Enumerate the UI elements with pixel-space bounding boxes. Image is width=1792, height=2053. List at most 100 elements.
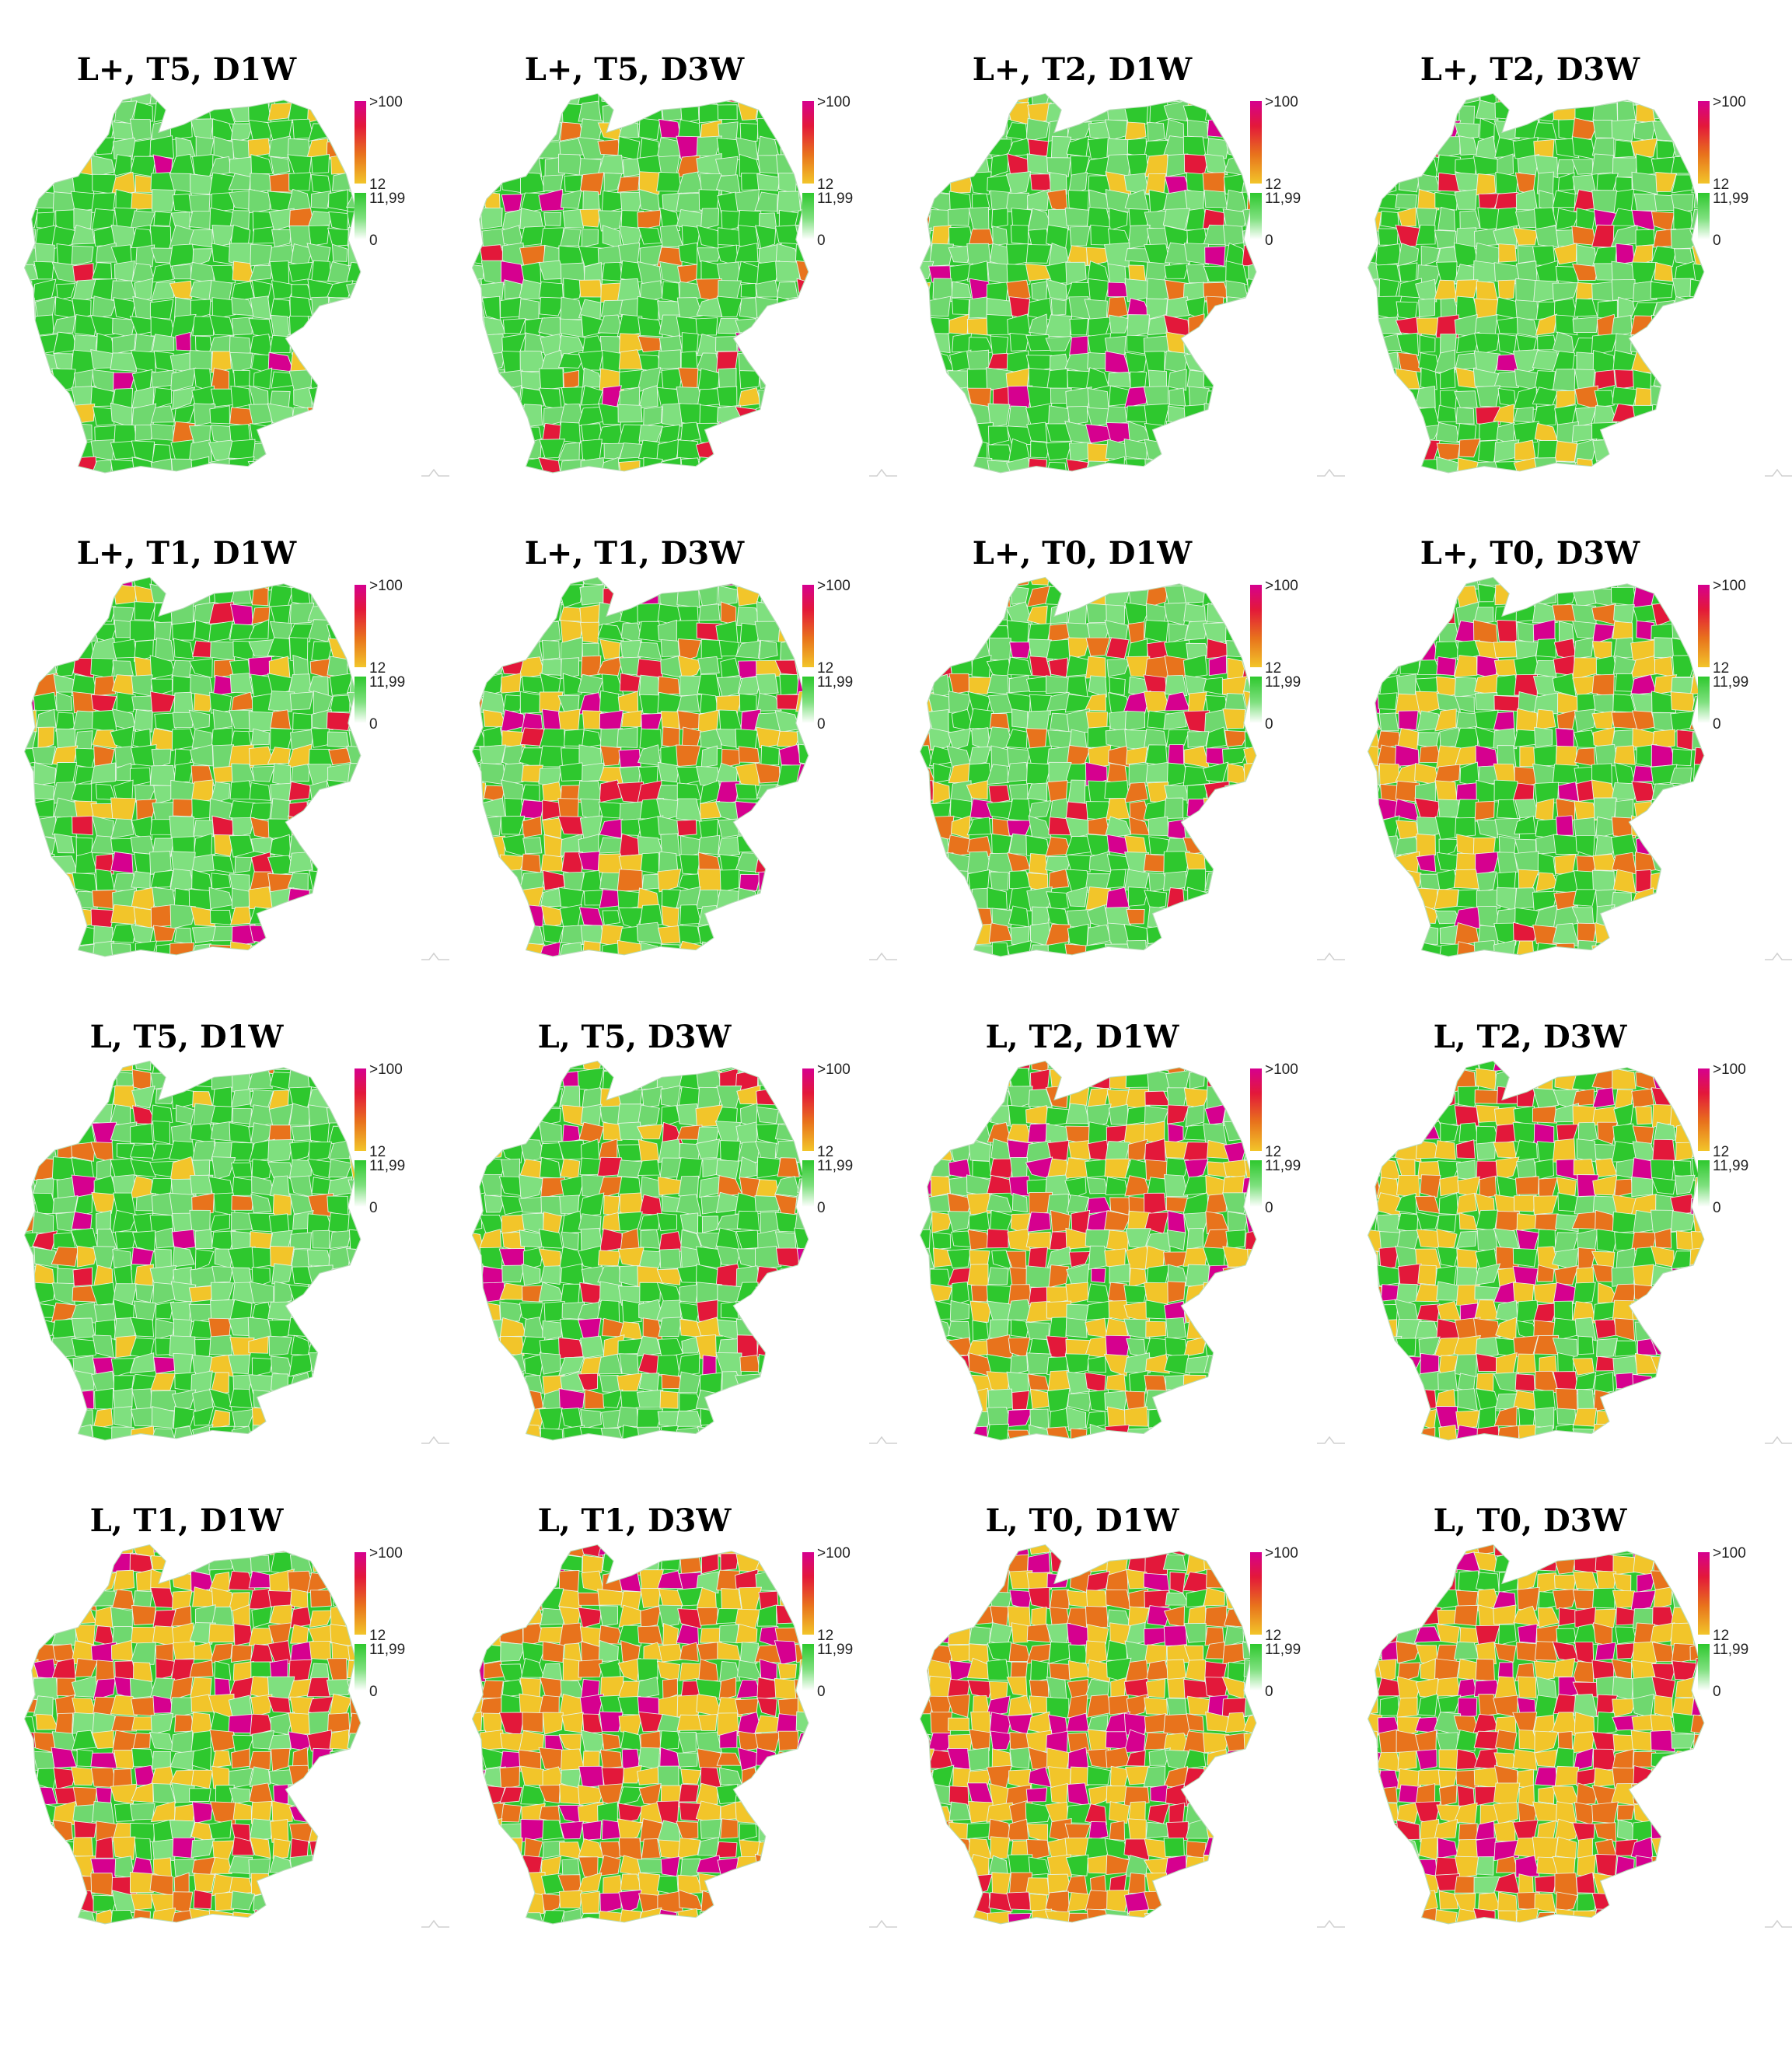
district-region: [329, 105, 354, 124]
country-outline: [919, 1060, 1257, 1441]
district-region: [920, 332, 931, 356]
district-region: [1651, 1177, 1676, 1195]
district-region: [715, 1407, 743, 1430]
district-region: [1692, 367, 1704, 391]
district-region: [1227, 1408, 1246, 1429]
district-region: [502, 318, 526, 334]
district-region: [267, 691, 295, 712]
district-region: [1671, 621, 1692, 641]
district-region: [150, 869, 174, 889]
district-region: [1245, 313, 1256, 337]
district-region: [1222, 939, 1249, 957]
district-region: [328, 1159, 353, 1178]
district-region: [1438, 1192, 1459, 1215]
district-region: [131, 1086, 155, 1109]
district-region: [920, 1068, 933, 1092]
district-region: [1106, 406, 1127, 425]
district-region: [347, 331, 361, 354]
district-region: [327, 313, 353, 338]
district-region: [1696, 780, 1704, 802]
district-region: [754, 577, 782, 589]
district-region: [1692, 263, 1704, 285]
district-region: [641, 712, 663, 729]
district-region: [129, 118, 152, 142]
district-region: [989, 93, 1011, 106]
district-region: [1264, 279, 1269, 298]
district-region: [1493, 371, 1519, 388]
district-region: [131, 192, 155, 211]
district-region: [288, 1103, 311, 1126]
district-region: [1106, 659, 1131, 677]
district-region: [1165, 674, 1188, 697]
germany-choropleth-map: [919, 93, 1269, 474]
district-region: [288, 1407, 313, 1425]
district-region: [250, 296, 271, 320]
district-region: [1611, 315, 1633, 338]
district-region: [53, 639, 76, 662]
district-region: [484, 135, 505, 159]
district-region: [619, 801, 644, 821]
district-region: [191, 853, 215, 873]
district-region: [1574, 637, 1595, 659]
district-region: [371, 1250, 373, 1268]
district-region: [31, 1061, 54, 1074]
district-region: [1456, 889, 1479, 908]
district-region: [1087, 1061, 1109, 1074]
district-region: [778, 1352, 800, 1376]
district-region: [1552, 1138, 1576, 1163]
district-region: [798, 1426, 809, 1440]
district-region: [500, 624, 525, 644]
district-region: [37, 438, 54, 462]
district-region: [152, 334, 175, 351]
district-region: [291, 1061, 313, 1075]
district-region: [619, 1061, 644, 1069]
district-region: [1378, 405, 1399, 427]
district-region: [796, 815, 809, 840]
district-region: [481, 93, 506, 107]
district-region: [1165, 242, 1190, 265]
district-region: [987, 1267, 1009, 1285]
district-region: [1266, 456, 1269, 474]
district-region: [308, 748, 334, 768]
district-region: [153, 211, 172, 226]
district-region: [24, 349, 36, 372]
district-region: [1184, 908, 1210, 929]
district-region: [599, 779, 623, 803]
district-region: [110, 851, 134, 874]
district-region: [1653, 458, 1675, 473]
district-region: [1537, 852, 1556, 876]
district-region: [1025, 1321, 1050, 1340]
district-region: [307, 1425, 330, 1440]
district-region: [538, 1407, 563, 1431]
district-region: [191, 1192, 215, 1214]
district-region: [1535, 1069, 1553, 1091]
district-region: [1204, 1425, 1230, 1440]
legend-low-end-label: 11,99: [817, 191, 854, 207]
district-region: [579, 172, 605, 195]
district-region: [330, 1302, 353, 1320]
district-region: [1222, 1089, 1249, 1109]
district-region: [559, 1061, 585, 1069]
district-region: [1651, 404, 1674, 425]
district-region: [717, 836, 740, 858]
district-region: [251, 1267, 271, 1289]
district-region: [1651, 834, 1678, 856]
district-region: [638, 385, 658, 409]
watermark-icon: [1317, 1436, 1345, 1444]
district-region: [1203, 797, 1228, 819]
district-region: [472, 621, 482, 642]
district-region: [815, 1338, 821, 1354]
district-region: [1378, 583, 1400, 607]
district-region: [543, 174, 564, 192]
district-region: [1376, 1264, 1400, 1286]
district-region: [619, 1353, 639, 1376]
district-region: [1163, 851, 1190, 874]
district-region: [677, 694, 700, 712]
district-region: [1026, 421, 1048, 442]
district-region: [1183, 603, 1207, 624]
district-region: [288, 1354, 313, 1377]
district-region: [52, 315, 76, 334]
district-region: [735, 1389, 760, 1412]
district-region: [113, 1264, 133, 1287]
district-region: [212, 708, 233, 730]
